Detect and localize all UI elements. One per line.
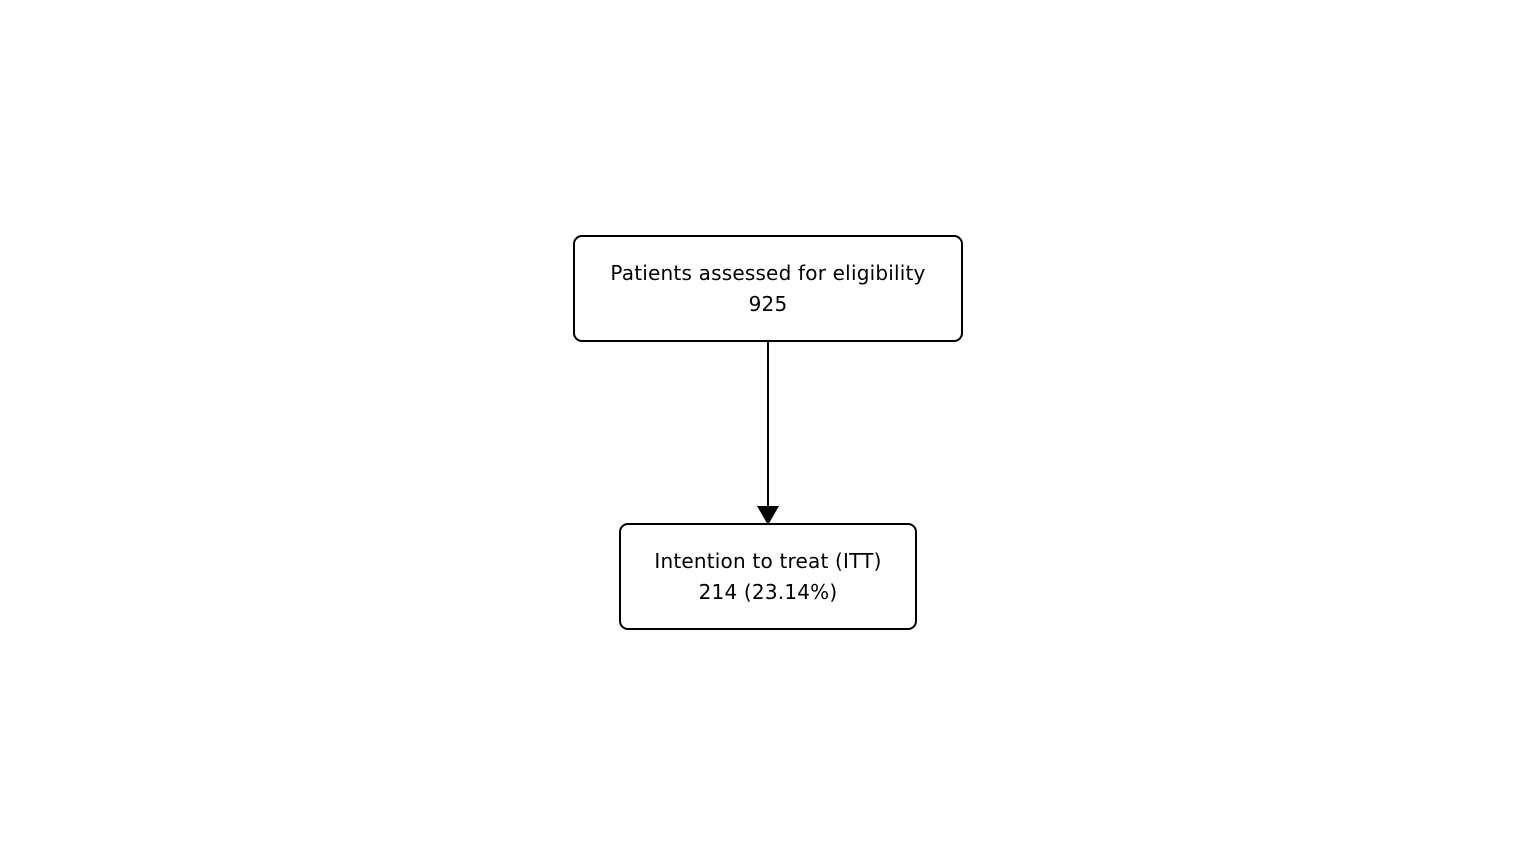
node-count: 214 (23.14%) (698, 579, 838, 604)
node-patients-assessed: Patients assessed for eligibility 925 (573, 235, 963, 342)
node-count: 925 (748, 291, 788, 316)
edge-eligibility-to-itt (757, 342, 779, 525)
arrowhead-icon (757, 506, 779, 525)
node-label: Intention to treat (ITT) (654, 548, 882, 573)
node-label: Patients assessed for eligibility (610, 260, 926, 285)
node-intention-to-treat: Intention to treat (ITT) 214 (23.14%) (619, 523, 917, 630)
